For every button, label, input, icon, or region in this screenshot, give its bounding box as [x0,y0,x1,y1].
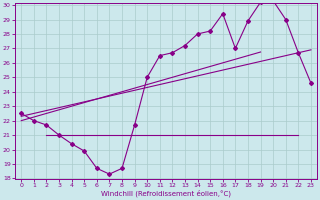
X-axis label: Windchill (Refroidissement éolien,°C): Windchill (Refroidissement éolien,°C) [101,190,231,197]
